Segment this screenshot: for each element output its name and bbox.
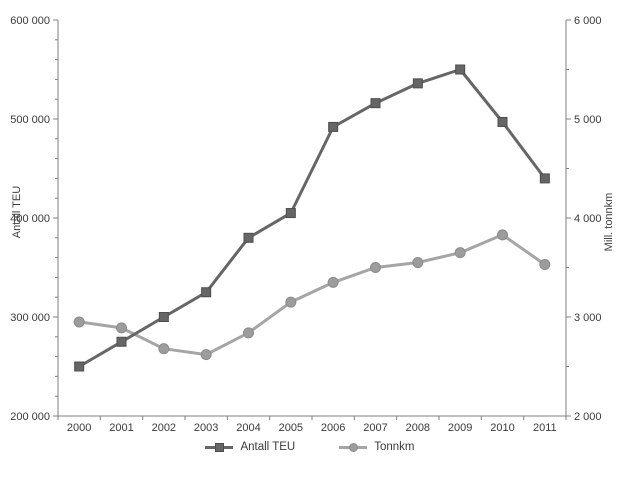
data-point-square — [539, 173, 550, 184]
legend-square-marker-icon — [205, 442, 234, 452]
legend-label-tonnkm: Tonnkm — [374, 441, 415, 453]
legend-square-swatch — [214, 442, 224, 452]
data-point-square — [412, 78, 423, 89]
data-point-square — [455, 64, 466, 75]
x-tick-label: 2004 — [236, 422, 260, 434]
x-tick-label: 2011 — [533, 422, 557, 434]
y-right-tick-label: 2 000 — [574, 411, 602, 423]
x-tick-label: 2010 — [490, 422, 514, 434]
data-point-square — [243, 232, 254, 243]
legend-circle-swatch — [348, 442, 358, 452]
data-point-square — [285, 208, 296, 219]
data-point-circle — [116, 322, 127, 334]
data-point-square — [116, 336, 127, 347]
data-point-circle — [200, 349, 212, 361]
y-right-tick-label: 5 000 — [574, 114, 602, 126]
x-tick-label: 2006 — [321, 422, 345, 434]
x-tick-label: 2008 — [406, 422, 430, 434]
data-point-circle — [454, 247, 466, 259]
y-left-tick-label: 200 000 — [10, 411, 50, 423]
data-point-square — [74, 361, 85, 372]
data-point-circle — [243, 327, 254, 339]
legend-circle-marker-icon — [339, 442, 368, 452]
data-point-square — [328, 121, 339, 132]
data-point-circle — [370, 262, 381, 273]
y-right-tick-label: 4 000 — [574, 213, 602, 225]
x-tick-label: 2001 — [109, 422, 133, 434]
legend-label-antall-teu: Antall TEU — [240, 441, 296, 453]
y-left-tick-label: 500 000 — [10, 114, 50, 126]
x-tick-label: 2005 — [279, 422, 303, 434]
data-point-circle — [285, 296, 297, 308]
y-right-tick-label: 6 000 — [574, 15, 602, 27]
y-left-tick-label: 400 000 — [10, 213, 50, 225]
data-point-circle — [539, 259, 551, 271]
x-tick-label: 2002 — [152, 422, 176, 434]
y-right-tick-label: 3 000 — [574, 312, 602, 324]
data-point-square — [497, 116, 508, 127]
x-tick-label: 2007 — [363, 422, 387, 434]
series-line-antall-teu — [77, 68, 547, 368]
data-point-square — [370, 98, 381, 109]
x-tick-label: 2000 — [67, 422, 91, 434]
y-left-tick-label: 600 000 — [10, 15, 50, 27]
x-tick-label: 2003 — [194, 422, 218, 434]
x-tick-label: 2009 — [448, 422, 472, 434]
data-point-circle — [158, 343, 170, 355]
y-left-tick-label: 300 000 — [10, 312, 50, 324]
y-axis-title-left: Antall TEU — [11, 185, 23, 239]
legend-item-antall-teu: Antall TEU — [205, 441, 295, 453]
legend-item-tonnkm: Tonnkm — [339, 441, 415, 453]
data-point-circle — [73, 316, 85, 328]
y-axis-title-right: Mill. tonnkm — [603, 192, 615, 252]
series-line-tonnkm — [77, 233, 547, 357]
data-point-circle — [327, 276, 339, 288]
data-point-square — [201, 287, 212, 298]
data-point-square — [158, 312, 169, 322]
legend: Antall TEU Tonnkm — [0, 441, 620, 453]
data-point-circle — [497, 229, 508, 241]
data-point-circle — [412, 257, 424, 269]
